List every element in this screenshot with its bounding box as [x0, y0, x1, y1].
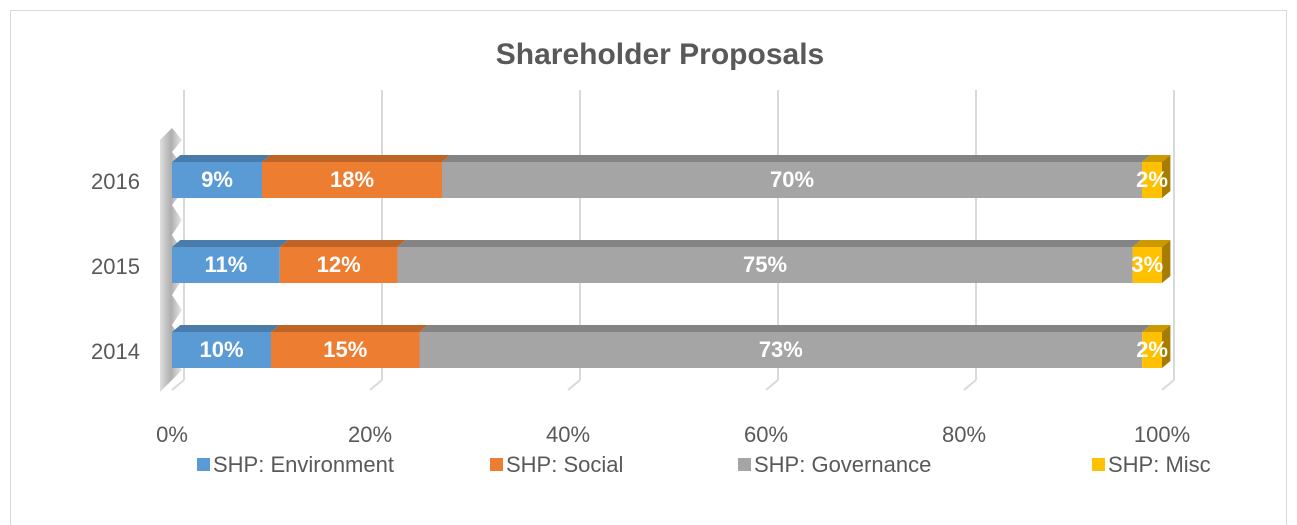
data-label: 18%: [330, 167, 374, 192]
grid-line-floor: [369, 379, 383, 391]
bar: [262, 162, 442, 198]
legend-swatch: [738, 458, 751, 471]
legend-label: SHP: Governance: [754, 452, 931, 477]
bar: [172, 332, 271, 368]
bar: [172, 247, 280, 283]
legend-swatch: [490, 458, 503, 471]
grid-line-floor: [567, 379, 581, 391]
bar-top: [262, 155, 451, 162]
grid-line-floor: [765, 379, 779, 391]
x-tick-label: 100%: [1134, 422, 1190, 447]
y-tick-label: 2016: [91, 169, 140, 194]
data-label: 12%: [317, 252, 361, 277]
bar: [279, 247, 398, 283]
grid-line-floor: [963, 379, 977, 391]
y-tick-label: 2015: [91, 254, 140, 279]
bar-top: [397, 240, 1141, 247]
y-tick-label: 2014: [91, 339, 140, 364]
bar: [419, 332, 1143, 368]
bar-top: [1132, 240, 1171, 247]
bar-top: [271, 325, 428, 332]
data-label: 3%: [1131, 252, 1163, 277]
bar: [397, 247, 1133, 283]
legend-swatch: [1092, 458, 1105, 471]
legend-swatch: [197, 458, 210, 471]
data-label: 70%: [770, 167, 814, 192]
bar: [172, 162, 262, 198]
bar: [271, 332, 420, 368]
bar: [1142, 162, 1162, 198]
data-label: 2%: [1136, 167, 1168, 192]
bar-side: [1162, 325, 1171, 368]
x-tick-label: 20%: [348, 422, 392, 447]
legend-label: SHP: Misc: [1108, 452, 1211, 477]
bar-top: [1142, 155, 1171, 162]
x-tick-label: 80%: [942, 422, 986, 447]
bar-top: [172, 325, 280, 332]
chart-title: Shareholder Proposals: [496, 38, 824, 71]
grid-line-floor: [171, 379, 185, 391]
legend-label: SHP: Social: [506, 452, 623, 477]
data-label: 11%: [204, 252, 247, 277]
data-label: 2%: [1136, 337, 1168, 362]
bar-top: [279, 240, 406, 247]
legend-label: SHP: Environment: [213, 452, 394, 477]
bar-top: [1142, 325, 1171, 332]
bar: [1132, 247, 1162, 283]
x-tick-label: 60%: [744, 422, 788, 447]
x-tick-label: 0%: [156, 422, 188, 447]
x-tick-label: 40%: [546, 422, 590, 447]
bar-top: [442, 155, 1151, 162]
data-label: 10%: [199, 337, 243, 362]
data-label: 73%: [759, 337, 803, 362]
bar-side: [1162, 240, 1171, 283]
bar-top: [172, 155, 271, 162]
data-label: 75%: [743, 252, 787, 277]
bar: [1142, 332, 1162, 368]
bar-top: [172, 240, 289, 247]
grid-line-floor: [1161, 379, 1175, 391]
bar-side: [1162, 155, 1171, 198]
bar: [442, 162, 1142, 198]
data-label: 15%: [323, 337, 367, 362]
bar-top: [419, 325, 1151, 332]
data-label: 9%: [201, 167, 233, 192]
